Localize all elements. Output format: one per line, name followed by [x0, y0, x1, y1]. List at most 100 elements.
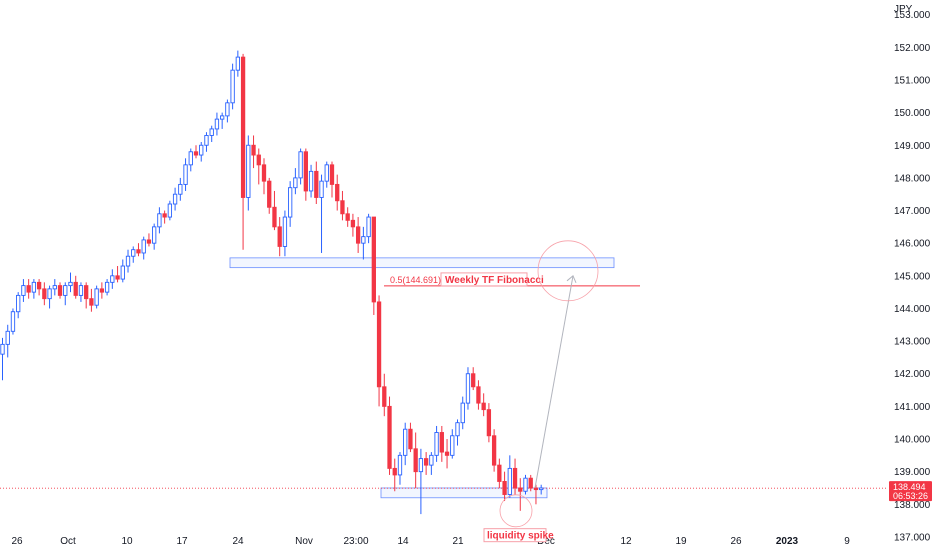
candle	[225, 99, 230, 123]
candle-body	[293, 177, 298, 189]
candle-body	[272, 206, 277, 228]
candle	[340, 190, 345, 221]
candle-body	[89, 298, 94, 306]
candle-body	[178, 183, 183, 195]
candle	[193, 145, 199, 159]
candle-body	[152, 226, 157, 244]
support-resistance-zones	[229, 257, 615, 499]
candle-body	[539, 487, 544, 491]
candle	[162, 210, 167, 224]
candle	[403, 422, 408, 466]
candle-body	[115, 275, 120, 280]
candle-body	[418, 458, 424, 473]
candle	[84, 282, 89, 309]
candle-body	[376, 301, 382, 388]
price-tick-label: 141.000	[894, 402, 931, 413]
fib-annotation-text: Weekly TF Fibonacci	[445, 275, 544, 286]
candle-body	[214, 118, 220, 130]
candle-body	[303, 151, 308, 192]
candle	[16, 292, 21, 319]
candle	[491, 429, 497, 472]
candle-body	[235, 56, 240, 71]
candle	[481, 393, 486, 417]
date-tick-label: 19	[675, 536, 687, 547]
currency-label: JPY	[894, 4, 913, 15]
candle-body	[204, 135, 209, 146]
candle	[288, 181, 293, 227]
candle-body	[277, 226, 282, 247]
candle-body	[444, 451, 450, 456]
candle	[36, 279, 42, 296]
candle	[31, 279, 37, 299]
candle-body	[528, 477, 533, 489]
candle	[47, 285, 52, 309]
candle-body	[476, 386, 481, 404]
candle-body	[146, 239, 152, 244]
candle-body	[319, 180, 324, 198]
candle	[429, 452, 434, 475]
candle	[188, 148, 193, 172]
candle	[413, 432, 418, 488]
candle	[523, 474, 528, 495]
date-tick-label: 21	[452, 536, 464, 547]
fibonacci-level[interactable]: 0.5(144.691) Weekly TF Fibonacci	[384, 272, 640, 287]
candle	[502, 471, 507, 502]
price-zone-rect[interactable]	[229, 257, 615, 269]
candle	[209, 125, 214, 142]
projection-arrow[interactable]	[534, 275, 574, 489]
date-tick-label: Nov	[295, 536, 313, 547]
price-tick-label: 149.000	[894, 141, 931, 152]
candle-body	[256, 154, 261, 166]
date-tick-label: 14	[397, 536, 409, 547]
candle	[319, 174, 324, 253]
candle-body	[84, 285, 89, 300]
candle	[178, 177, 183, 201]
candle	[486, 403, 492, 443]
date-tick-label: 26	[730, 536, 742, 547]
candle-body	[355, 226, 361, 244]
candle	[476, 380, 481, 410]
candle-body	[471, 373, 476, 388]
candle-body	[387, 405, 392, 469]
candle	[497, 458, 502, 488]
candle	[533, 484, 539, 505]
candle-body	[308, 170, 314, 192]
fib-annotation-box[interactable]	[440, 272, 528, 287]
candle-body	[26, 285, 31, 293]
price-tick-label: 151.000	[894, 75, 931, 86]
candle	[350, 213, 356, 237]
candle-body	[413, 448, 418, 473]
candle-body	[261, 164, 267, 182]
candle-body	[167, 203, 173, 218]
spike-circle[interactable]	[499, 494, 533, 528]
candle-body	[491, 435, 497, 466]
candle	[89, 288, 94, 312]
candle-body	[423, 458, 429, 466]
candle	[455, 419, 460, 446]
target-circle[interactable]	[537, 240, 599, 302]
spike-annotation-box[interactable]	[483, 528, 547, 543]
candle-body	[125, 255, 131, 267]
candle-body	[157, 213, 162, 228]
candle	[246, 135, 251, 211]
candle-body	[172, 193, 178, 205]
candle-body	[36, 281, 42, 290]
candle-body	[371, 216, 376, 303]
price-axis[interactable]: JPY 153.000 152.000 151.000 150.000 149.000 1…	[894, 4, 931, 543]
candle	[293, 168, 298, 195]
candle-body	[512, 467, 518, 489]
candle-body	[267, 180, 272, 208]
candle-body	[94, 288, 99, 306]
price-zone-rect[interactable]	[380, 487, 548, 499]
candle	[361, 226, 366, 260]
fib-level-label: 0.5(144.691)	[390, 275, 441, 285]
candle	[518, 478, 523, 511]
drawings[interactable]: liquidity spike	[483, 240, 599, 543]
candle-body	[429, 454, 434, 466]
candle-body	[361, 236, 366, 244]
candle	[157, 207, 162, 234]
candle-body	[225, 102, 230, 117]
candle-body	[99, 288, 105, 293]
